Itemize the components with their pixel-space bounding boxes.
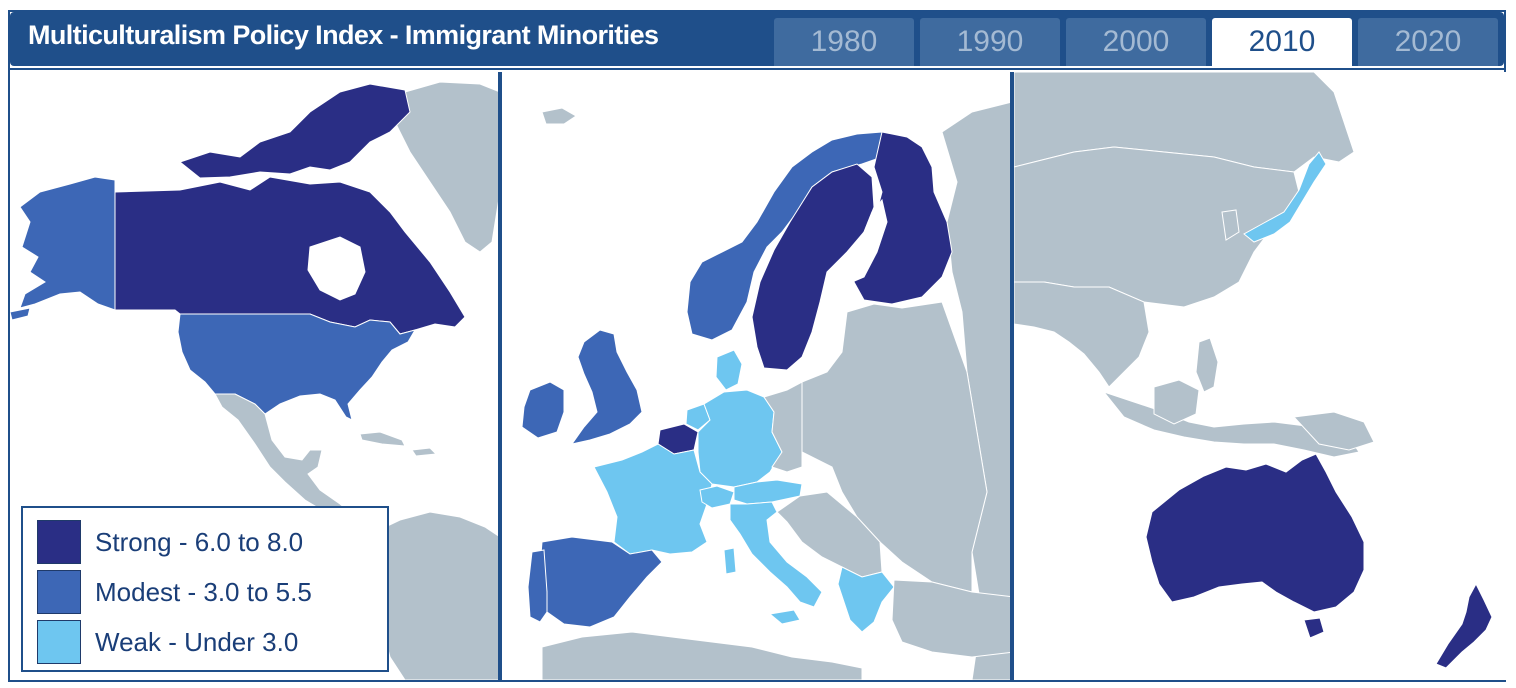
korea: [1221, 209, 1240, 241]
tab-1990[interactable]: 1990: [920, 18, 1060, 66]
header-bar: Multiculturalism Policy Index - Immigran…: [10, 12, 1504, 66]
legend-modest: Modest - 3.0 to 5.5: [37, 570, 312, 614]
germany[interactable]: [697, 389, 783, 488]
greenland: [394, 81, 498, 253]
united-kingdom[interactable]: [570, 329, 643, 445]
legend-swatch-weak: [37, 620, 81, 664]
new-zealand[interactable]: [1435, 582, 1493, 669]
hudson-bay: [307, 236, 366, 301]
australia[interactable]: [1145, 453, 1365, 613]
denmark[interactable]: [715, 349, 743, 391]
aleutian-islands: [10, 307, 31, 321]
japan[interactable]: [1243, 151, 1327, 243]
legend-label-weak: Weak - Under 3.0: [95, 626, 299, 657]
greece[interactable]: [837, 566, 895, 633]
tab-1980[interactable]: 1980: [774, 18, 914, 66]
europe-map: [521, 101, 1010, 680]
sicily: [768, 609, 801, 625]
north-africa: [541, 631, 863, 680]
cuba: [359, 431, 406, 447]
central-europe: [763, 381, 803, 473]
legend-swatch-strong: [37, 520, 81, 564]
legend: Strong - 6.0 to 8.0 Modest - 3.0 to 5.5 …: [21, 506, 389, 672]
europe-panel: [500, 72, 1012, 680]
new-guinea: [1292, 411, 1375, 451]
asia-pacific-map: [1014, 72, 1493, 669]
borneo: [1153, 379, 1200, 425]
north-america-map: [10, 81, 498, 680]
southeast-asia: [1014, 281, 1150, 388]
canada[interactable]: [114, 176, 466, 335]
legend-weak: Weak - Under 3.0: [37, 620, 298, 664]
italy[interactable]: [729, 501, 823, 608]
turkey: [891, 579, 1010, 658]
tasmania: [1303, 617, 1325, 639]
tab-2000[interactable]: 2000: [1066, 18, 1206, 66]
iceland: [541, 107, 577, 125]
legend-swatch-modest: [37, 570, 81, 614]
alaska[interactable]: [19, 176, 116, 311]
united-states[interactable]: [177, 313, 417, 421]
header-rule: [10, 68, 1504, 70]
philippines: [1195, 337, 1219, 393]
hispaniola: [411, 447, 438, 457]
legend-label-strong: Strong - 6.0 to 8.0: [95, 526, 304, 557]
indonesia: [1102, 390, 1360, 458]
canada-arctic-islands: [178, 83, 411, 179]
france[interactable]: [593, 443, 713, 555]
tab-2010[interactable]: 2010: [1212, 18, 1352, 66]
page-title: Multiculturalism Policy Index - Immigran…: [28, 20, 659, 50]
baltic-sea: [846, 198, 888, 283]
mexico: [214, 393, 366, 535]
tab-2020[interactable]: 2020: [1358, 18, 1498, 66]
ireland[interactable]: [521, 381, 565, 439]
south-america: [371, 511, 498, 680]
portugal[interactable]: [527, 549, 548, 623]
sardinia: [723, 547, 737, 575]
legend-label-modest: Modest - 3.0 to 5.5: [95, 576, 312, 607]
asia-pacific-panel: [1012, 72, 1506, 680]
sweden[interactable]: [751, 163, 875, 371]
netherlands[interactable]: [685, 403, 711, 431]
year-tabs: 1980 1990 2000 2010 2020: [774, 18, 1504, 66]
legend-strong: Strong - 6.0 to 8.0: [37, 520, 303, 564]
